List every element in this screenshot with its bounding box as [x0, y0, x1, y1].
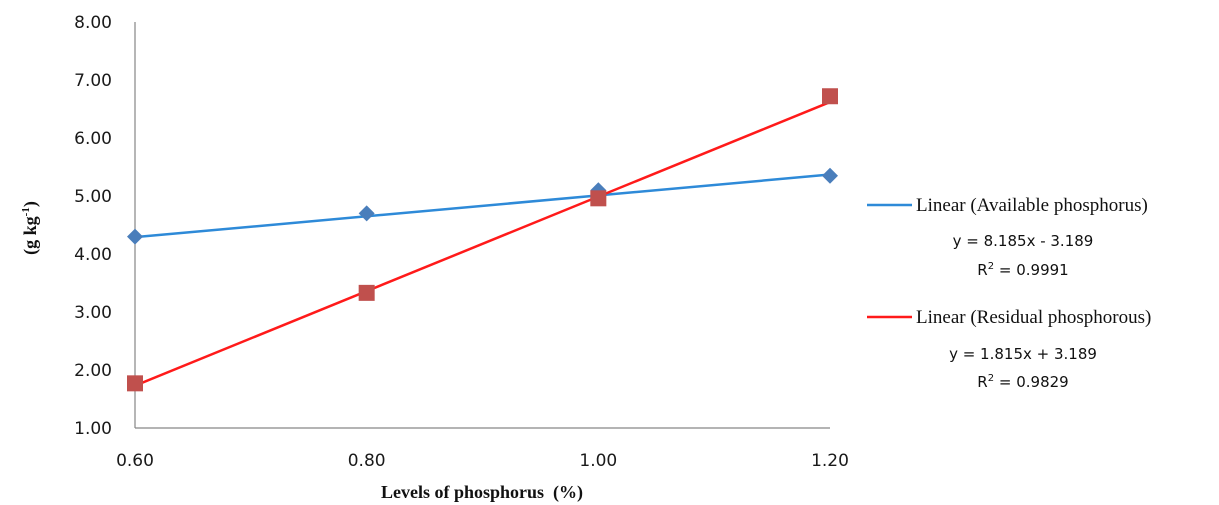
- r2-sup-residual: 2: [988, 373, 994, 384]
- r2-available: R2 = 0.9991: [977, 261, 1068, 279]
- point-available: [358, 205, 375, 222]
- markers: [127, 88, 838, 392]
- r2-value-available: = 0.9991: [994, 261, 1069, 279]
- y-tick-label: 6.00: [74, 129, 112, 149]
- equation-residual: y = 1.815x + 3.189: [949, 345, 1097, 363]
- point-residual: [822, 88, 838, 105]
- point-available: [127, 228, 143, 245]
- y-tick-label: 4.00: [74, 245, 112, 265]
- point-residual: [358, 284, 375, 301]
- legend-label-available: Linear (Available phosphorus): [916, 195, 1148, 216]
- trendline-available: [134, 173, 831, 239]
- trendline-residual: [134, 100, 831, 387]
- legend-label-residual: Linear (Residual phosphorous): [916, 307, 1151, 328]
- x-tick-labels: 0.60 0.80 1.00 1.20: [116, 451, 849, 471]
- x-axis-title: Levels of phosphorus (%): [381, 482, 583, 503]
- x-tick-label: 0.80: [348, 451, 386, 471]
- y-tick-labels: 1.00 2.00 3.00 4.00 5.00 6.00 7.00 8.00: [74, 13, 112, 439]
- trendlines: [134, 100, 831, 387]
- point-residual: [590, 190, 607, 207]
- r2-label-available: R: [977, 261, 987, 279]
- point-available: [822, 167, 838, 184]
- point-residual: [127, 375, 143, 392]
- y-axis-title: (g kg-1): [20, 201, 41, 255]
- r2-value-residual: = 0.9829: [994, 373, 1069, 391]
- y-tick-label: 3.00: [74, 303, 112, 323]
- x-tick-label: 1.00: [579, 451, 617, 471]
- y-axis-title-main: (g kg: [20, 216, 41, 255]
- y-axis-title-close: ): [20, 201, 41, 207]
- x-tick-label: 0.60: [116, 451, 154, 471]
- y-tick-label: 1.00: [74, 419, 112, 439]
- x-tick-label: 1.20: [811, 451, 849, 471]
- r2-residual: R2 = 0.9829: [977, 373, 1068, 391]
- r2-label-residual: R: [977, 373, 987, 391]
- y-axis-title-sup: -1: [20, 207, 32, 216]
- y-tick-label: 8.00: [74, 13, 112, 33]
- y-tick-label: 2.00: [74, 361, 112, 381]
- r2-sup-available: 2: [988, 261, 994, 272]
- y-tick-label: 5.00: [74, 187, 112, 207]
- equation-available: y = 8.185x - 3.189: [953, 232, 1094, 250]
- y-tick-label: 7.00: [74, 71, 112, 91]
